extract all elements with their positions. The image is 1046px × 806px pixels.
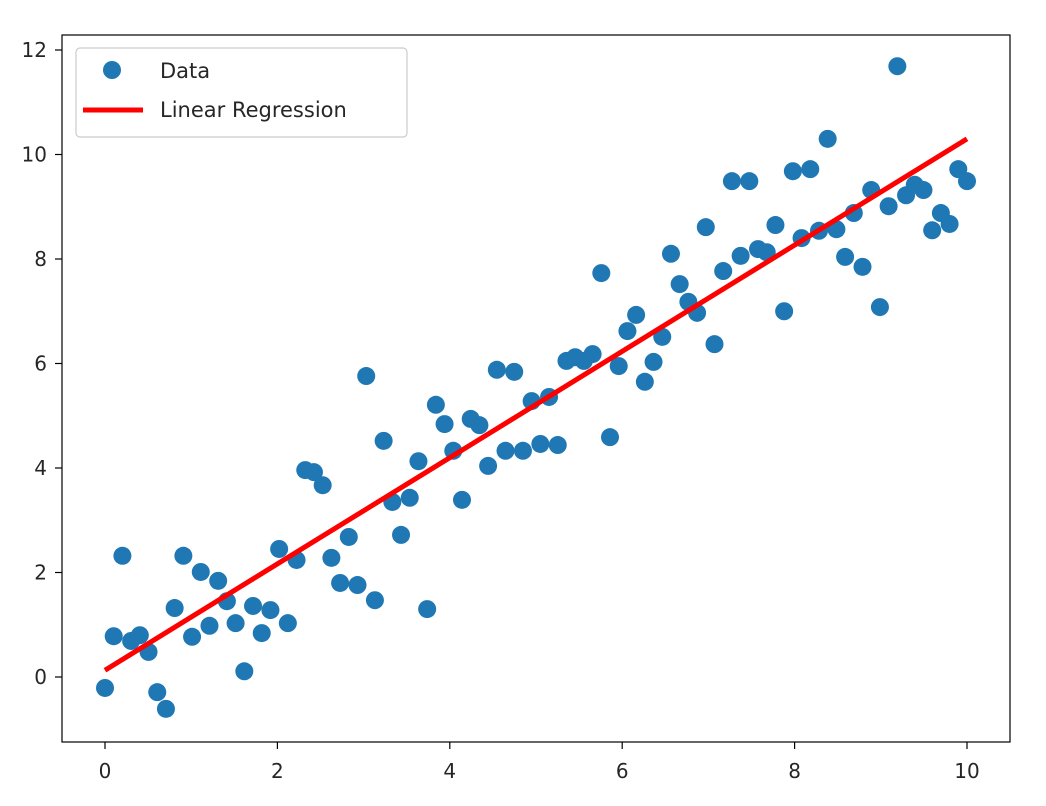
- data-point: [104, 627, 123, 646]
- plot-frame: [61, 34, 1011, 743]
- data-point: [426, 395, 445, 414]
- data-point: [418, 600, 437, 619]
- data-point: [705, 335, 724, 354]
- data-point: [548, 436, 567, 455]
- x-tick-label: 4: [443, 759, 456, 783]
- data-point: [696, 218, 715, 237]
- data-point: [627, 305, 646, 324]
- data-point: [513, 441, 532, 460]
- y-tick-label: 2: [34, 561, 47, 585]
- legend-box: [75, 47, 408, 138]
- data-point: [879, 197, 898, 216]
- data-point: [200, 616, 219, 635]
- data-point: [505, 362, 524, 381]
- legend-label-data: Data: [160, 59, 210, 83]
- data-point: [958, 172, 976, 191]
- data-point: [331, 573, 350, 592]
- data-point: [836, 247, 855, 266]
- data-point: [487, 360, 506, 379]
- data-point: [531, 434, 550, 453]
- data-point: [374, 431, 393, 450]
- data-point: [452, 490, 471, 509]
- legend-marker-data: [103, 61, 121, 79]
- data-point: [270, 539, 289, 558]
- legend-label-regression: Linear Regression: [160, 98, 347, 122]
- x-tick-label: 10: [954, 759, 979, 783]
- data-point: [601, 428, 620, 447]
- data-point: [670, 275, 689, 294]
- data-point: [165, 599, 184, 618]
- data-point: [731, 246, 750, 265]
- x-tick-label: 8: [788, 759, 801, 783]
- data-point: [496, 441, 515, 460]
- data-point: [235, 662, 254, 681]
- y-tick-label: 4: [34, 456, 47, 480]
- data-point: [775, 302, 794, 321]
- x-tick-label: 6: [616, 759, 629, 783]
- data-point: [183, 627, 202, 646]
- data-point: [888, 57, 907, 76]
- data-point: [766, 216, 785, 235]
- data-point: [618, 322, 637, 341]
- data-point: [96, 678, 114, 697]
- data-point: [470, 416, 489, 435]
- x-tick-label: 2: [271, 759, 284, 783]
- data-point: [740, 172, 759, 191]
- data-point: [130, 626, 149, 645]
- data-point: [914, 181, 933, 200]
- y-tick-label: 8: [34, 247, 47, 271]
- data-point: [348, 576, 367, 595]
- y-tick-label: 12: [22, 38, 47, 62]
- data-point: [156, 699, 175, 718]
- data-point: [801, 160, 820, 179]
- data-point: [479, 456, 498, 475]
- data-point: [252, 624, 271, 643]
- data-point: [853, 257, 872, 276]
- data-point: [583, 345, 602, 364]
- data-point: [644, 352, 663, 371]
- data-point: [661, 244, 680, 263]
- data-point: [400, 488, 419, 507]
- data-point: [635, 372, 654, 391]
- data-point: [261, 601, 280, 620]
- y-tick-label: 10: [22, 143, 47, 167]
- data-point: [322, 548, 341, 567]
- data-point: [148, 683, 167, 702]
- data-point: [714, 262, 733, 281]
- data-point: [923, 221, 942, 240]
- data-point: [209, 571, 228, 590]
- data-point: [592, 264, 611, 283]
- x-tick-label: 0: [99, 759, 112, 783]
- data-point: [339, 527, 358, 546]
- data-point: [409, 452, 428, 471]
- data-point: [365, 591, 384, 610]
- data-point: [278, 614, 297, 633]
- data-point: [435, 415, 454, 434]
- data-point: [357, 367, 376, 386]
- data-point: [783, 162, 802, 181]
- data-point: [313, 476, 332, 495]
- y-tick-label: 6: [34, 352, 47, 376]
- data-point: [818, 129, 837, 148]
- data-point: [113, 546, 132, 565]
- data-point: [609, 357, 628, 376]
- data-point: [940, 214, 959, 233]
- regression-line: [103, 136, 969, 673]
- legend: Data Linear Regression: [75, 47, 408, 138]
- data-point: [304, 463, 323, 482]
- data-point: [191, 562, 210, 581]
- data-point: [870, 298, 889, 317]
- data-point: [392, 525, 411, 544]
- y-tick-label: 0: [34, 665, 47, 689]
- data-point: [174, 546, 193, 565]
- data-point: [244, 596, 263, 615]
- data-point: [226, 614, 245, 633]
- data-point: [722, 172, 741, 191]
